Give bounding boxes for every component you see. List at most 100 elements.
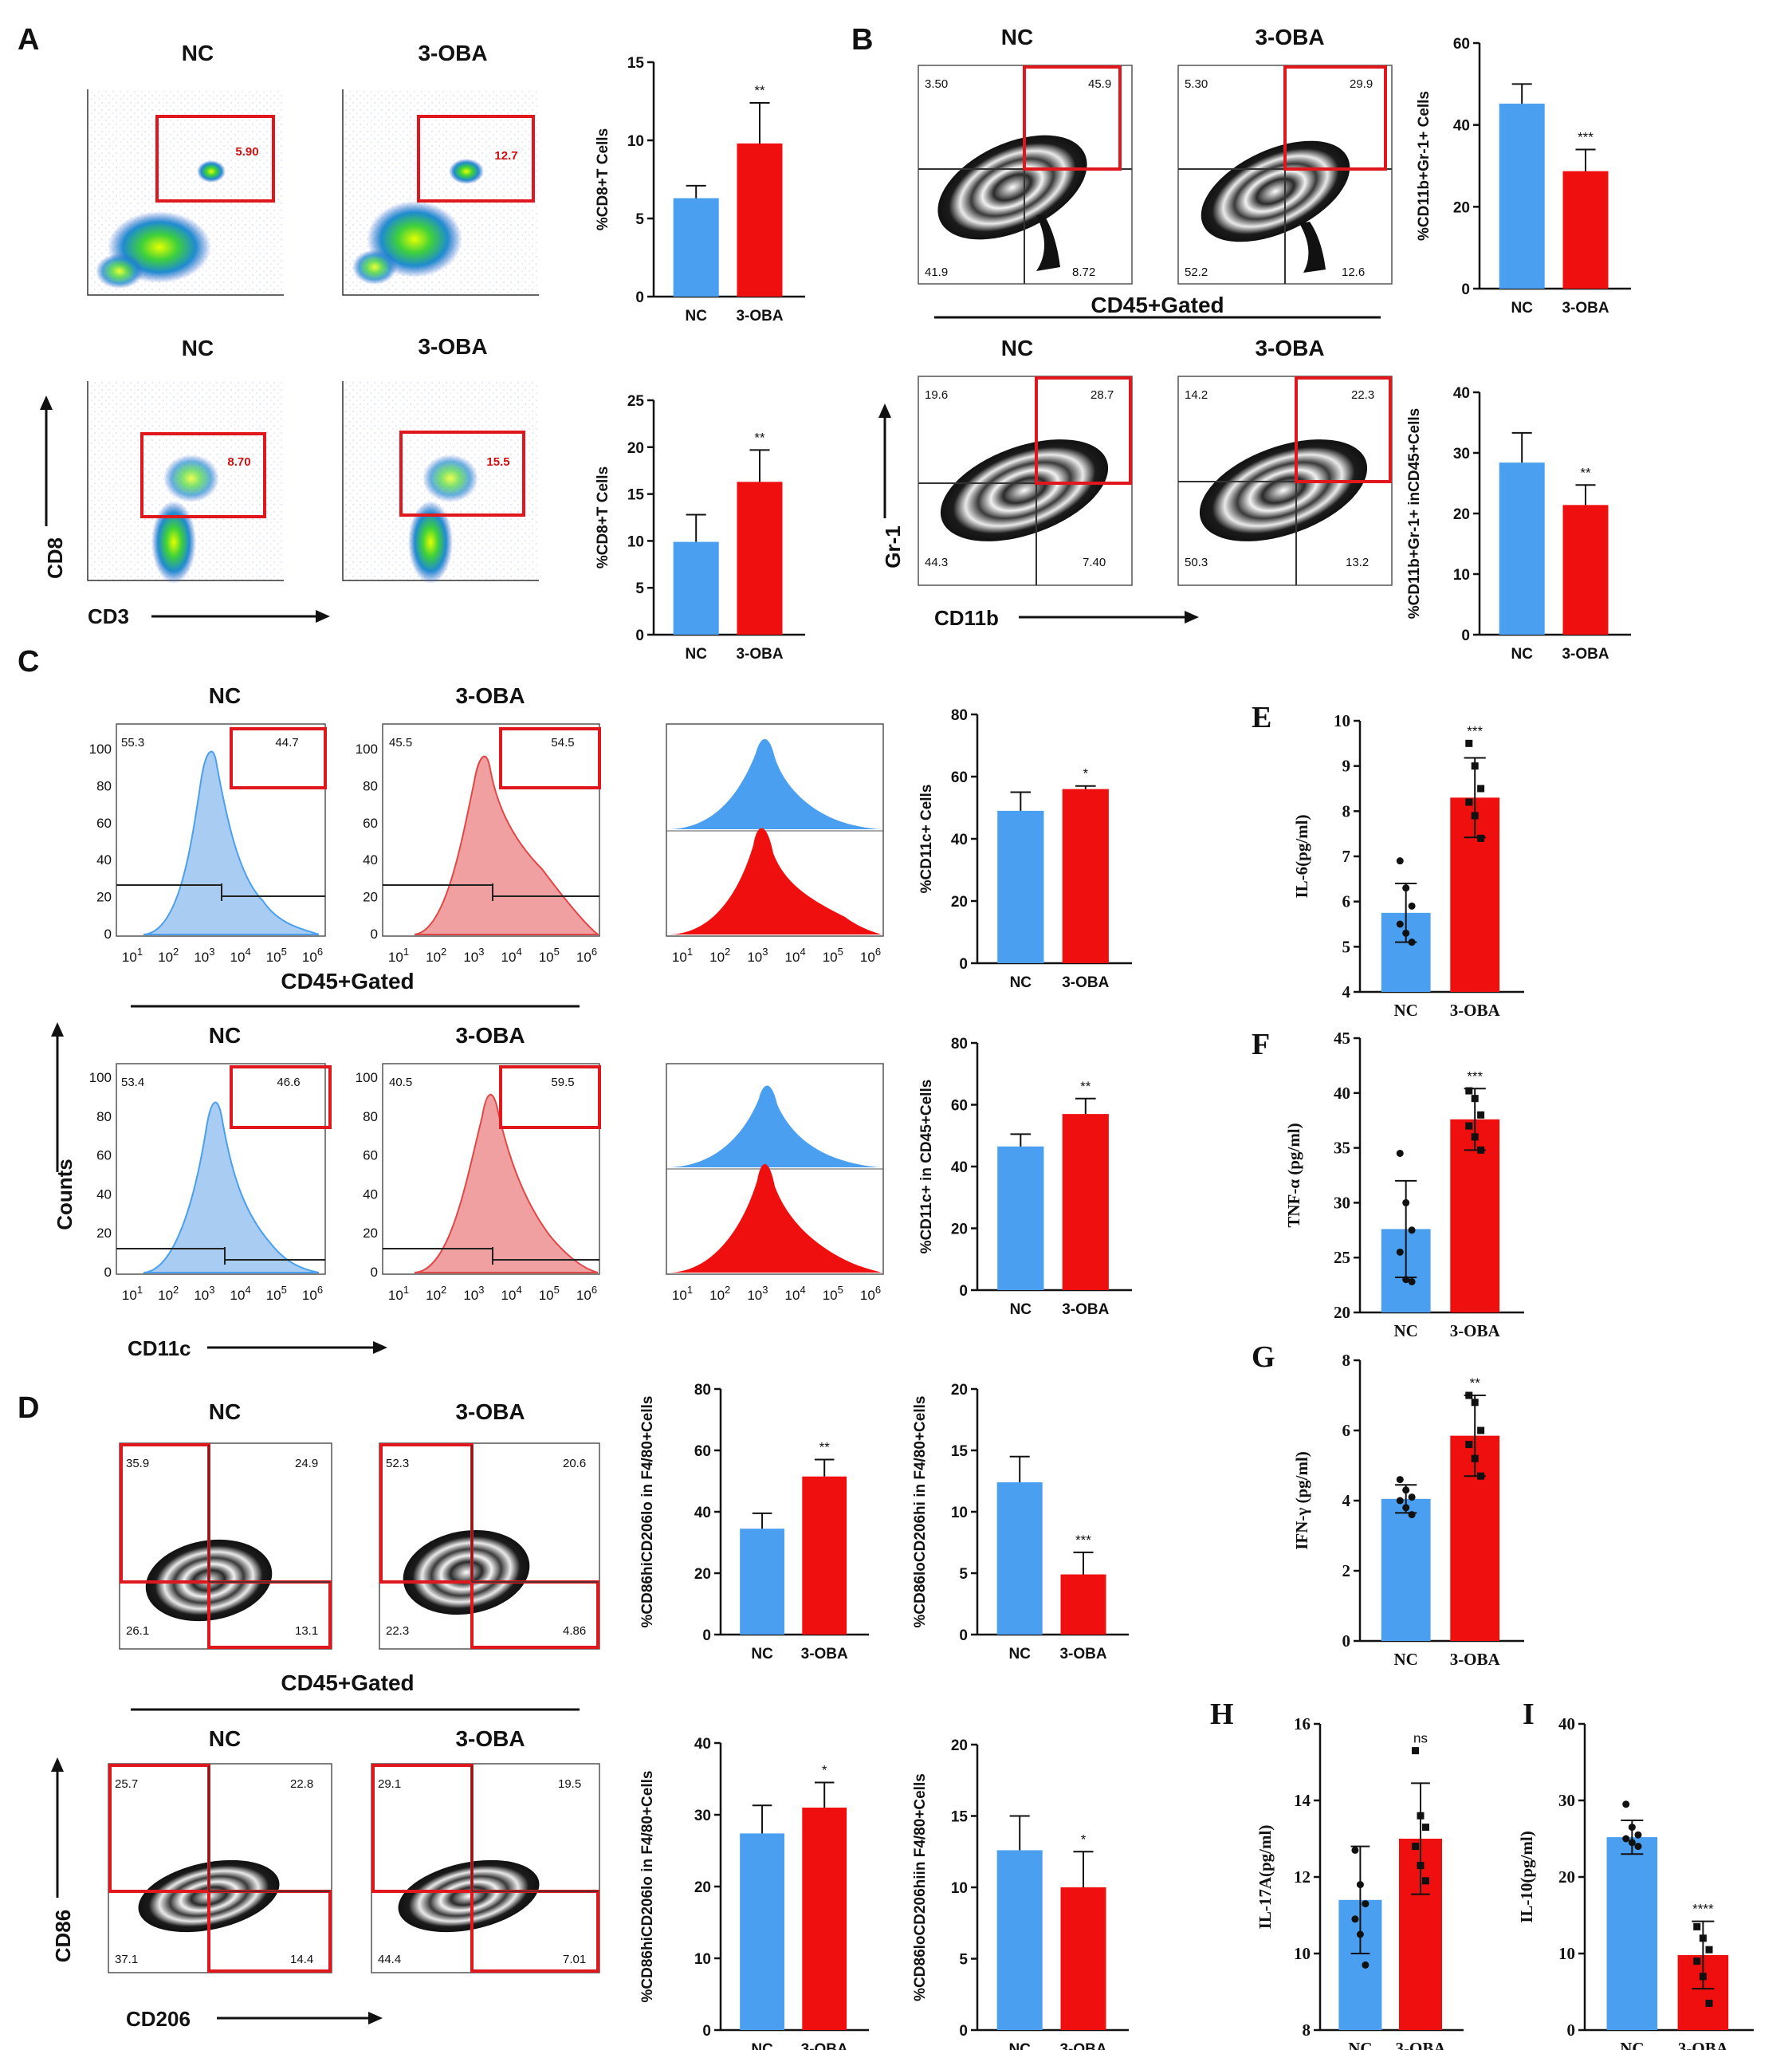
y-tick-label: 0	[959, 956, 968, 973]
hist-x-tick: 106	[860, 946, 881, 965]
data-point	[1705, 1946, 1713, 1954]
c-r2-title-nc: NC	[209, 1023, 241, 1048]
y-axis-label: %CD11b+Gr-1+ inCD45+Cells	[1406, 408, 1423, 620]
significance-label: **	[819, 1440, 831, 1455]
c-r1-nc-histogram: 55.3 44.7	[116, 723, 327, 937]
hist-x-tick: 106	[576, 946, 597, 965]
x-category-label: NC	[1394, 1650, 1418, 1669]
y-tick-label: 0	[702, 1627, 711, 1644]
panel-a-flow: NC 3-OBA NC 3-OBA 5.90 12.7	[40, 41, 539, 628]
y-tick-label: 20	[1334, 1303, 1350, 1322]
x-category-label: NC	[1394, 1001, 1418, 1020]
a-r2-oba-dotplot: 15.5	[341, 381, 539, 584]
hist-x-tick: 101	[388, 1284, 409, 1303]
bar-nc	[996, 1482, 1043, 1635]
data-point	[1402, 1198, 1410, 1206]
y-axis-label: IL-6(pg/ml)	[1292, 814, 1311, 898]
y-tick-label: 20	[951, 1222, 968, 1238]
b-r2-title-nc: NC	[1001, 336, 1033, 360]
y-tick-label: 60	[951, 769, 968, 786]
bar-chart-d2: 0 5 10 15 20 %CD86loCD206hi in F4/80+Cells NC 3…	[912, 1382, 1129, 1662]
c-r2-oba-left-value: 40.5	[389, 1076, 412, 1089]
d-r1-title-oba: 3-OBA	[455, 1399, 525, 1424]
y-tick-label: 20	[627, 440, 644, 457]
data-point	[1471, 762, 1479, 770]
hist-x-tick: 105	[823, 946, 843, 965]
hist-x-tick: 106	[302, 1284, 323, 1303]
hist-x-tick: 105	[539, 1284, 560, 1303]
data-point	[1408, 1493, 1416, 1501]
b-r2-nc-q-ll: 44.3	[925, 556, 948, 569]
b-r2-nc-q-ur: 28.7	[1091, 388, 1114, 402]
bar-oba	[802, 1808, 847, 2030]
data-point	[1351, 1846, 1359, 1854]
a-x-axis-arrow	[151, 610, 330, 623]
significance-label: **	[1580, 465, 1591, 480]
x-category-label: 3-OBA	[1562, 300, 1609, 317]
hist-y-tick: 40	[363, 1186, 378, 1202]
d-r1-oba-q-ul: 52.3	[386, 1457, 409, 1470]
hist-y-tick: 60	[363, 1148, 378, 1163]
hist-y-tick: 100	[356, 742, 378, 757]
c-r1-title-nc: NC	[209, 683, 241, 708]
y-tick-label: 10	[951, 1880, 968, 1897]
y-tick-label: 8	[1342, 1351, 1351, 1370]
b-y-axis-label: Gr-1	[881, 525, 905, 568]
c-r2-oba-histogram: 40.5 59.5	[382, 1063, 601, 1275]
data-point	[1396, 857, 1404, 865]
b-r1-nc-q-ul: 3.50	[925, 77, 948, 91]
d-r2-oba-q-ll: 44.4	[378, 1953, 401, 1966]
y-tick-label: 5	[959, 1566, 968, 1583]
panel-label-f: F	[1252, 1028, 1270, 1061]
x-category-label: NC	[685, 308, 707, 325]
data-point	[1408, 1511, 1416, 1519]
y-axis-label: %CD8+T Cells	[595, 128, 611, 230]
data-point	[1622, 1800, 1630, 1808]
y-tick-label: 10	[951, 1505, 968, 1521]
hist-x-tick: 102	[158, 946, 179, 965]
x-category-label: NC	[751, 1646, 773, 1662]
d-y-axis-arrow	[51, 1757, 64, 1898]
a-r2-title-nc: NC	[182, 336, 214, 360]
hist-x-tick: 106	[860, 1284, 881, 1303]
c-r2-title-oba: 3-OBA	[455, 1023, 525, 1048]
d-r2-nc-contour: 25.7 22.8 37.1 14.4	[108, 1763, 332, 1973]
a-r2-nc-dotplot: 8.70	[86, 381, 284, 584]
y-tick-label: 0	[959, 2023, 968, 2040]
a-r1-oba-dotplot: 12.7	[341, 89, 539, 296]
d-r2-title-nc: NC	[209, 1726, 241, 1751]
y-tick-label: 40	[1334, 1084, 1350, 1103]
hist-y-tick: 60	[96, 1148, 112, 1163]
b-r1-nc-q-ll: 41.9	[925, 266, 948, 279]
y-tick-label: 0	[1461, 628, 1470, 644]
data-point	[1396, 1476, 1404, 1484]
bar-chart-a1: 0 5 10 15 %CD8+T Cells NC 3-OBA **	[595, 55, 805, 325]
panel-label-i: I	[1523, 1698, 1535, 1731]
y-axis-label: TNF-α (pg/ml)	[1284, 1123, 1303, 1227]
y-tick-label: 8	[1303, 2020, 1311, 2040]
data-point	[1396, 920, 1404, 928]
y-tick-label: 15	[627, 55, 645, 72]
bar-nc	[1606, 1837, 1658, 2030]
x-category-label: 3-OBA	[1062, 1301, 1109, 1318]
bar-oba	[1562, 505, 1609, 635]
c-y-axis-arrow	[51, 1022, 64, 1172]
y-tick-label: 30	[694, 1808, 711, 1824]
data-point	[1477, 1146, 1485, 1154]
hist-x-tick: 101	[672, 1284, 693, 1303]
hist-x-tick: 104	[230, 1284, 251, 1303]
hist-y-tick: 0	[104, 1265, 112, 1280]
b-r1-title-nc: NC	[1001, 25, 1033, 49]
x-category-label: NC	[1008, 1646, 1031, 1662]
y-axis-label: IFN-γ (pg/ml)	[1292, 1451, 1311, 1550]
x-category-label: NC	[1394, 1321, 1418, 1340]
c-r2-nc-gate-value: 46.6	[277, 1076, 300, 1089]
bar-oba	[1060, 1887, 1106, 2030]
y-tick-label: 20	[951, 1737, 968, 1754]
data-point	[1417, 1812, 1425, 1820]
y-tick-label: 10	[627, 533, 644, 550]
d-r2-oba-q-ur: 19.5	[558, 1777, 581, 1791]
x-category-label: NC	[1008, 2041, 1031, 2050]
hist-x-tick: 103	[463, 1284, 484, 1303]
